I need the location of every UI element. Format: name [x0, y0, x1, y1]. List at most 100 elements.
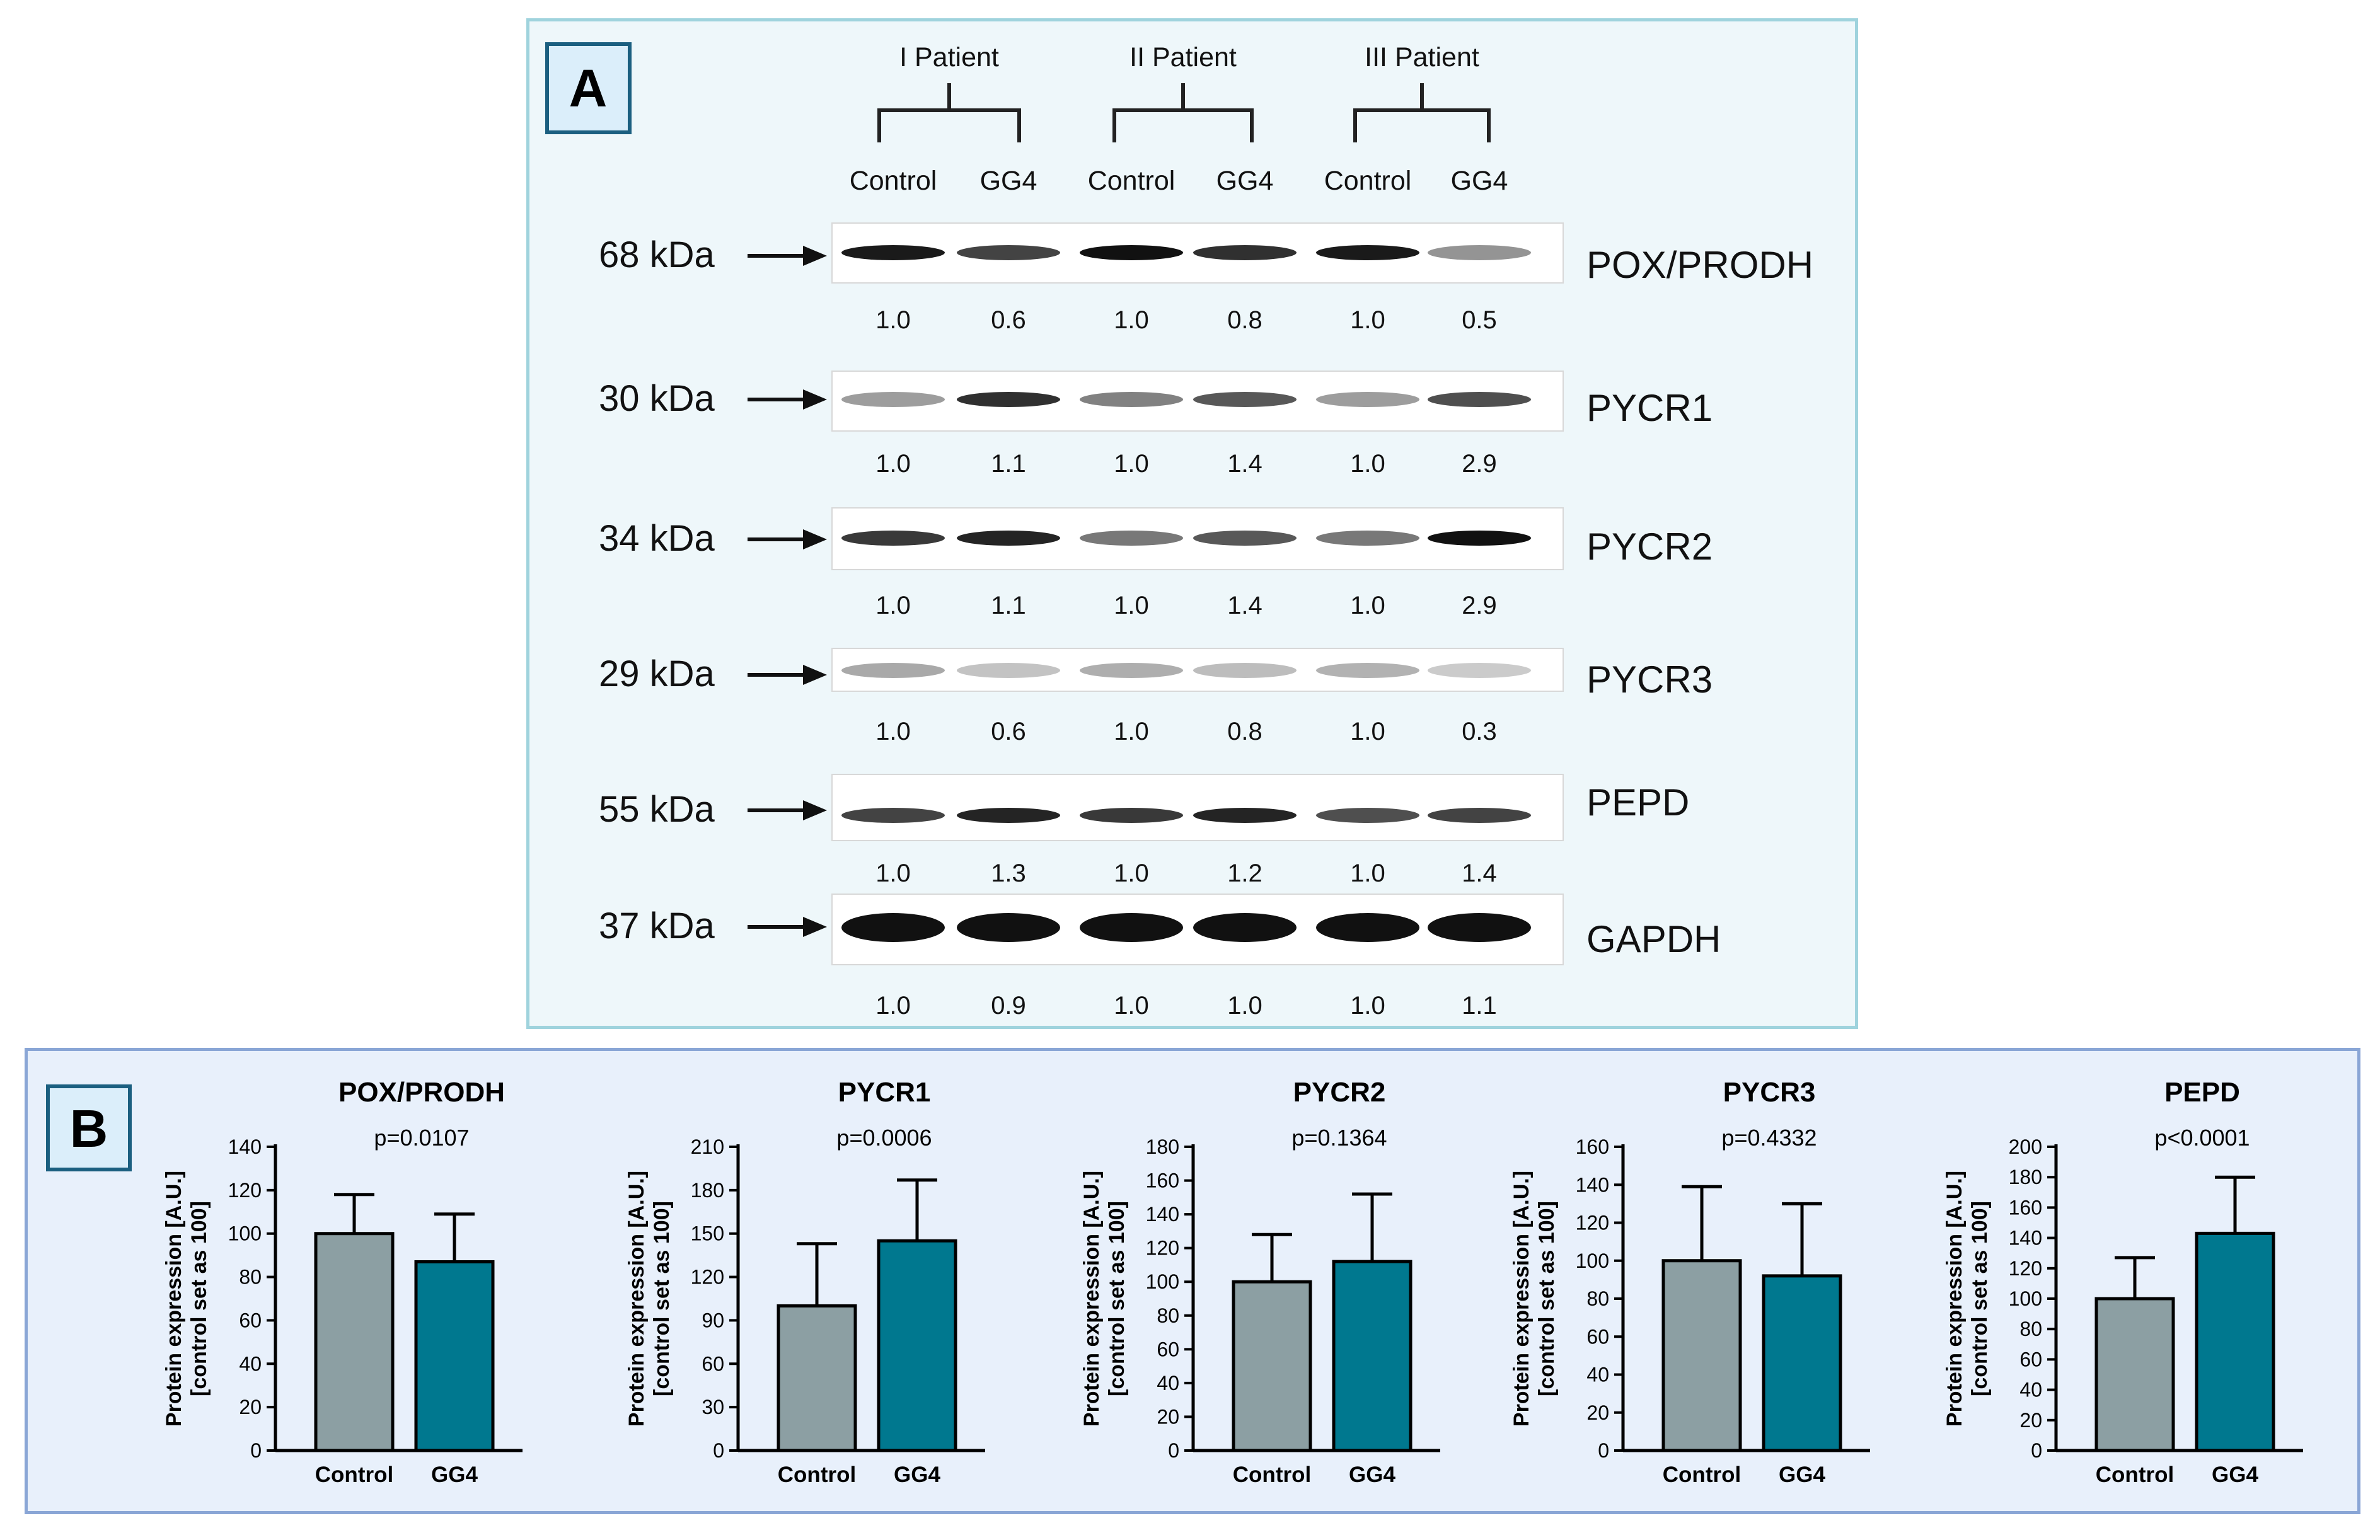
patient-bracket	[877, 83, 1021, 142]
patient-bracket	[1353, 83, 1491, 142]
blot-band	[1316, 808, 1419, 823]
y-tick-label: 160	[1146, 1169, 1179, 1192]
blot-strip	[831, 648, 1564, 692]
kda-label: 29 kDa	[599, 653, 715, 694]
y-tick-label: 140	[228, 1135, 262, 1158]
arrow-head	[803, 529, 827, 549]
blot-band	[1080, 245, 1183, 260]
bar-gg4	[1762, 1274, 1842, 1452]
y-tick-label: 0	[250, 1439, 262, 1462]
kda-label: 55 kDa	[599, 789, 715, 830]
densitometry-value: 0.3	[1462, 718, 1497, 745]
densitometry-value: 1.0	[1350, 592, 1385, 619]
x-category-label: GG4	[1349, 1462, 1395, 1487]
protein-label: PYCR3	[1586, 658, 1713, 701]
lane-label: Control	[850, 166, 937, 196]
y-tick-label: 120	[1146, 1237, 1179, 1260]
blot-band	[841, 392, 945, 407]
y-tick-label: 80	[239, 1266, 262, 1289]
y-tick-label: 0	[1168, 1439, 1179, 1462]
blot-band	[841, 245, 945, 260]
y-tick-label: 180	[691, 1179, 724, 1202]
x-category-label: GG4	[431, 1462, 478, 1487]
densitometry-value: 0.6	[991, 306, 1026, 334]
patient-header: II Patient	[1129, 42, 1237, 72]
densitometry-value: 1.0	[875, 306, 911, 334]
blot-band	[1428, 913, 1531, 942]
blot-band	[1428, 531, 1531, 546]
densitometry-value: 1.0	[1114, 450, 1149, 478]
arrow-head	[803, 389, 827, 410]
y-tick-label: 0	[2031, 1439, 2042, 1462]
bar-control	[2094, 1297, 2175, 1452]
densitometry-value: 2.9	[1462, 592, 1497, 619]
blot-band	[1080, 531, 1183, 546]
densitometry-value: 1.0	[1114, 718, 1149, 745]
blot-band	[957, 392, 1060, 407]
kda-label: 30 kDa	[599, 378, 715, 419]
densitometry-value: 1.0	[1114, 306, 1149, 334]
x-category-label: Control	[1663, 1462, 1741, 1487]
blot-band	[1193, 808, 1297, 823]
densitometry-value: 1.4	[1227, 592, 1262, 619]
y-tick-label: 80	[1586, 1287, 1609, 1310]
y-tick-label: 100	[2009, 1287, 2042, 1310]
panel-a: A I Patient II Patient III Patient Control GG…	[526, 18, 1858, 1029]
blot-band	[841, 913, 945, 942]
blot-band	[1080, 808, 1183, 823]
panel-a-badge	[545, 42, 632, 134]
densitometry-value: 1.0	[1114, 859, 1149, 887]
y-tick-label: 120	[228, 1179, 262, 1202]
bar-control	[777, 1304, 857, 1452]
x-category-label: Control	[778, 1462, 856, 1487]
densitometry-value: 1.1	[991, 592, 1026, 619]
densitometry-value: 1.0	[1114, 592, 1149, 619]
y-tick-label: 40	[239, 1352, 262, 1375]
x-category-label: GG4	[894, 1462, 940, 1487]
densitometry-value: 1.0	[875, 718, 911, 745]
blot-band	[841, 663, 945, 678]
blot-band	[1316, 245, 1419, 260]
bar-control	[314, 1232, 395, 1452]
panel-a-label: A	[569, 59, 608, 118]
y-tick-label: 0	[1598, 1439, 1609, 1462]
arrow-head	[803, 917, 827, 937]
densitometry-value: 1.1	[991, 450, 1026, 478]
protein-label: PEPD	[1586, 781, 1689, 824]
chart-title: PYCR1	[838, 1077, 931, 1108]
densitometry-value: 1.0	[875, 992, 911, 1020]
p-value: p=0.1364	[1291, 1125, 1387, 1151]
densitometry-value: 0.8	[1227, 306, 1262, 334]
blot-band	[841, 808, 945, 823]
y-tick-label: 40	[2019, 1379, 2042, 1401]
arrow-head	[803, 800, 827, 820]
densitometry-value: 1.4	[1227, 450, 1262, 478]
x-category-label: Control	[315, 1462, 393, 1487]
y-tick-label: 200	[2009, 1135, 2042, 1158]
blot-band	[1080, 913, 1183, 942]
y-tick-label: 20	[2019, 1409, 2042, 1432]
lane-label: GG4	[1451, 166, 1508, 196]
lane-label: Control	[1088, 166, 1176, 196]
bar-gg4	[1332, 1260, 1412, 1452]
densitometry-value: 0.6	[991, 718, 1026, 745]
y-tick-label: 60	[702, 1352, 724, 1375]
panel-b-label: B	[70, 1099, 108, 1158]
densitometry-value: 1.0	[875, 450, 911, 478]
y-tick-label: 60	[239, 1309, 262, 1331]
y-tick-label: 20	[239, 1396, 262, 1418]
densitometry-value: 1.0	[875, 592, 911, 619]
blot-band	[1193, 392, 1297, 407]
y-tick-label: 160	[1576, 1135, 1609, 1158]
y-tick-label: 100	[1576, 1250, 1609, 1272]
densitometry-value: 0.8	[1227, 718, 1262, 745]
y-tick-label: 120	[691, 1266, 724, 1289]
y-tick-label: 180	[1146, 1135, 1179, 1158]
patient-header: III Patient	[1365, 42, 1479, 72]
p-value: p=0.0107	[374, 1125, 469, 1151]
western-blot-figure: A I Patient II Patient III Patient Control GG…	[545, 42, 1813, 1020]
p-value: p=0.4332	[1721, 1125, 1817, 1151]
panel-b-badge	[46, 1084, 132, 1171]
chart-title: POX/PRODH	[338, 1077, 505, 1108]
arrow-head	[803, 665, 827, 685]
